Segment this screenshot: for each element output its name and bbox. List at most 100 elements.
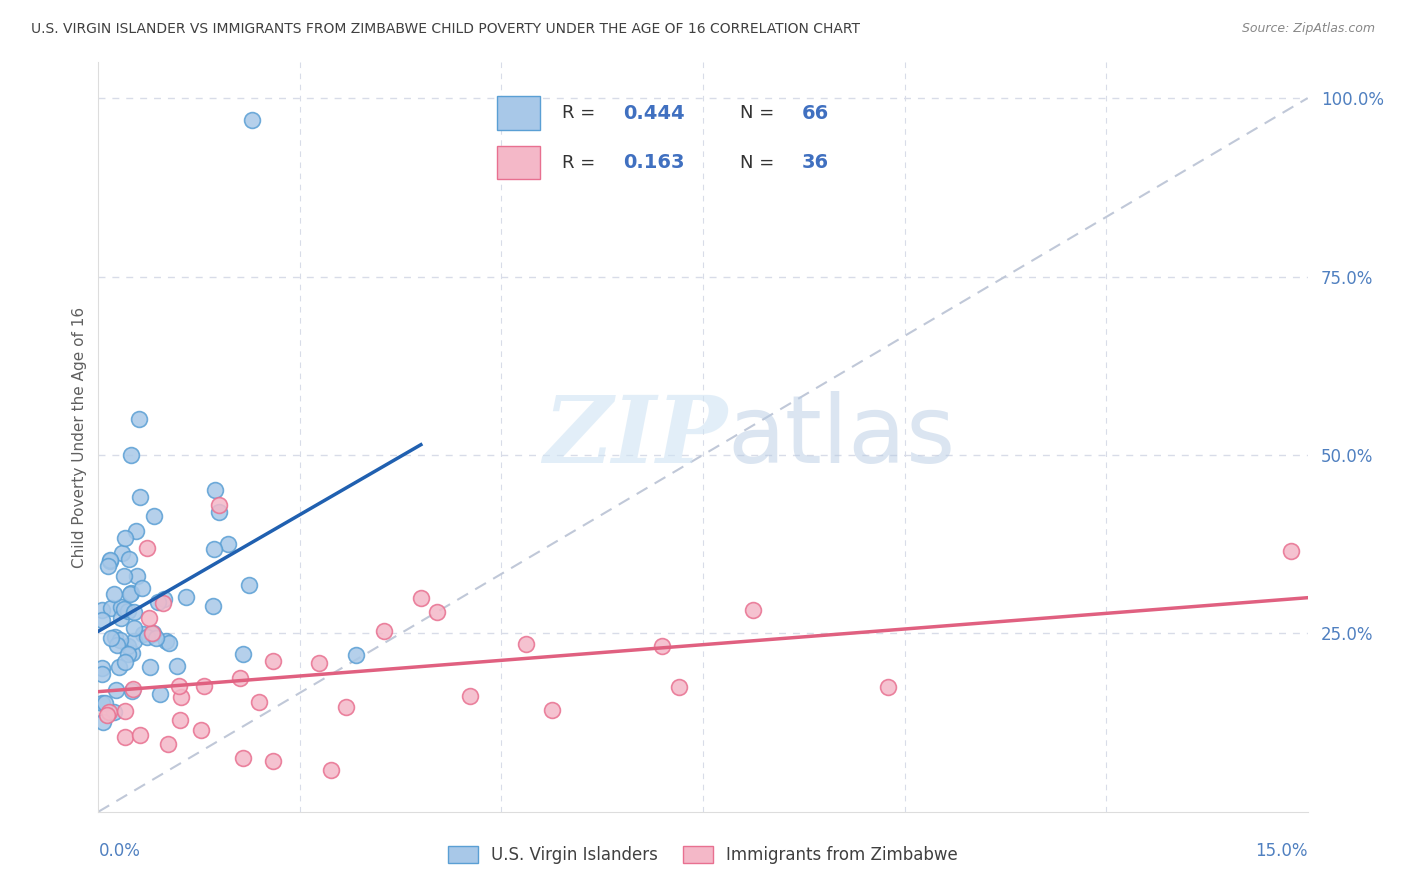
Point — [100, 601, 122, 615]
Point — [193, 679, 215, 693]
Point — [91, 603, 114, 617]
Point — [668, 680, 690, 694]
Point — [103, 587, 125, 601]
Point — [319, 764, 342, 778]
Point — [112, 569, 135, 583]
Point — [110, 546, 132, 560]
Point — [97, 559, 120, 574]
Point — [118, 587, 141, 601]
Point — [247, 695, 270, 709]
Point — [308, 657, 330, 671]
Point — [128, 728, 150, 742]
Point — [131, 581, 153, 595]
Point — [409, 591, 432, 605]
Point — [145, 632, 167, 646]
Point — [98, 705, 121, 719]
Point — [148, 595, 170, 609]
Point — [128, 490, 150, 504]
Point — [103, 705, 125, 719]
Point — [157, 636, 180, 650]
Point — [112, 601, 135, 615]
Point — [128, 412, 150, 426]
Point — [125, 524, 148, 539]
Point — [132, 627, 155, 641]
Point — [142, 626, 165, 640]
Point — [156, 737, 179, 751]
Point — [91, 613, 114, 627]
Legend: U.S. Virgin Islanders, Immigrants from Zimbabwe: U.S. Virgin Islanders, Immigrants from Z… — [441, 839, 965, 871]
Point — [98, 554, 121, 568]
Text: 15.0%: 15.0% — [1256, 842, 1308, 860]
Point — [152, 596, 174, 610]
Point — [877, 680, 900, 694]
Point — [540, 703, 562, 717]
Point — [166, 659, 188, 673]
Point — [114, 531, 136, 545]
Point — [91, 667, 114, 681]
Point — [742, 602, 765, 616]
Point — [138, 611, 160, 625]
Point — [105, 638, 128, 652]
Point — [169, 713, 191, 727]
Point — [104, 630, 127, 644]
Point — [262, 755, 284, 769]
Point — [121, 646, 143, 660]
Point — [141, 625, 163, 640]
Text: ZIP: ZIP — [543, 392, 727, 482]
Point — [96, 708, 118, 723]
Point — [240, 112, 263, 127]
Point — [122, 605, 145, 619]
Point — [91, 661, 114, 675]
Point — [208, 498, 231, 512]
Point — [91, 714, 114, 729]
Point — [201, 599, 224, 613]
Point — [141, 627, 163, 641]
Point — [232, 647, 254, 661]
Point — [426, 605, 449, 619]
Point — [124, 621, 146, 635]
Point — [98, 552, 121, 566]
Point — [335, 700, 357, 714]
Point — [91, 696, 114, 710]
Point — [110, 632, 132, 647]
Text: U.S. VIRGIN ISLANDER VS IMMIGRANTS FROM ZIMBABWE CHILD POVERTY UNDER THE AGE OF : U.S. VIRGIN ISLANDER VS IMMIGRANTS FROM … — [31, 22, 860, 37]
Point — [120, 448, 142, 462]
Point — [344, 648, 367, 662]
Point — [152, 592, 174, 607]
Point — [204, 483, 226, 498]
Point — [143, 508, 166, 523]
Point — [105, 683, 128, 698]
Point — [117, 604, 139, 618]
Point — [238, 578, 260, 592]
Point — [135, 541, 157, 555]
Point — [167, 679, 190, 693]
Point — [651, 639, 673, 653]
Point — [110, 610, 132, 624]
Point — [217, 537, 239, 551]
Point — [262, 654, 284, 668]
Point — [117, 640, 139, 654]
Point — [117, 647, 139, 661]
Point — [108, 659, 131, 673]
Text: Source: ZipAtlas.com: Source: ZipAtlas.com — [1241, 22, 1375, 36]
Point — [110, 600, 132, 615]
Point — [149, 687, 172, 701]
Text: atlas: atlas — [727, 391, 956, 483]
Point — [114, 730, 136, 744]
Point — [100, 631, 122, 645]
Point — [515, 637, 537, 651]
Text: 0.0%: 0.0% — [98, 842, 141, 860]
Y-axis label: Child Poverty Under the Age of 16: Child Poverty Under the Age of 16 — [72, 307, 87, 567]
Point — [1281, 544, 1303, 558]
Point — [122, 633, 145, 648]
Point — [94, 696, 117, 710]
Point — [155, 634, 177, 648]
Point — [458, 689, 481, 703]
Point — [204, 541, 226, 556]
Point — [208, 505, 231, 519]
Point — [176, 590, 198, 604]
Point — [190, 723, 212, 738]
Point — [114, 655, 136, 669]
Point — [114, 704, 136, 718]
Point — [232, 750, 254, 764]
